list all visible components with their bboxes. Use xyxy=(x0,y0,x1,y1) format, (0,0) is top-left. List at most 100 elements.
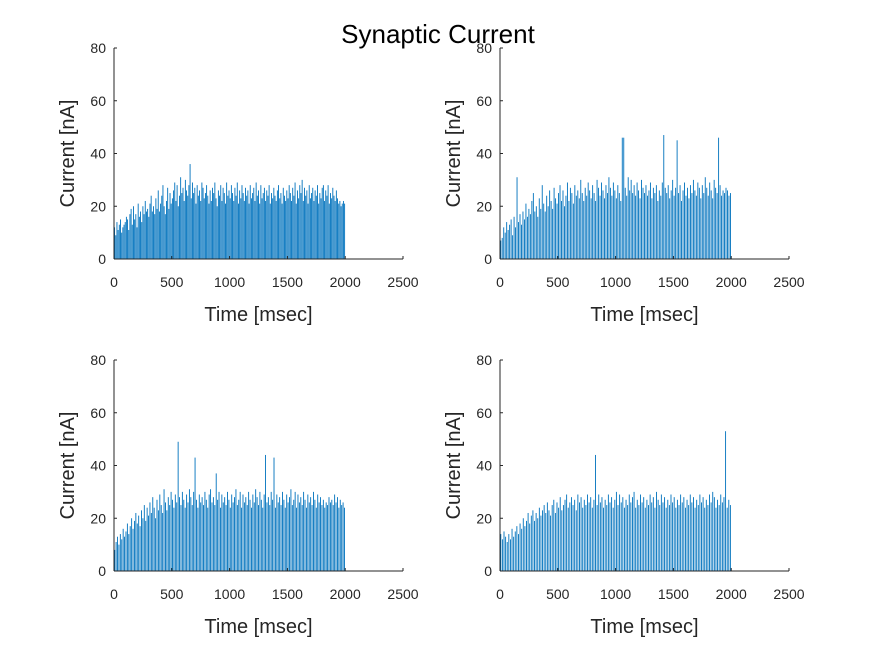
bar xyxy=(501,539,503,571)
bar xyxy=(676,140,678,259)
bar xyxy=(152,497,154,571)
bar xyxy=(651,502,653,571)
bar xyxy=(689,494,691,571)
bar xyxy=(142,518,144,571)
bar xyxy=(331,499,333,571)
bar xyxy=(170,491,172,572)
bar xyxy=(125,216,127,259)
bar xyxy=(311,193,313,259)
bar xyxy=(288,185,290,259)
bar xyxy=(559,497,561,571)
x-tick-label: 0 xyxy=(110,586,118,602)
bar xyxy=(141,510,142,571)
chart-panel-top-left: 0 20 40 60 80 0 500 1000 1500 2000 2500 Time [msec]… xyxy=(57,40,419,326)
bar xyxy=(303,491,305,572)
bar xyxy=(317,185,318,259)
bar xyxy=(206,185,208,259)
x-tick-label: 0 xyxy=(496,274,504,290)
bar xyxy=(566,182,568,259)
bar xyxy=(538,507,540,571)
bar xyxy=(196,185,198,259)
bar xyxy=(627,177,629,259)
bar xyxy=(274,507,276,571)
x-tick-label: 1500 xyxy=(272,274,303,290)
bar xyxy=(709,182,711,259)
bar xyxy=(197,507,199,571)
bar xyxy=(245,187,246,259)
bar xyxy=(649,182,651,259)
bar xyxy=(128,229,130,259)
bar xyxy=(286,494,288,571)
bar xyxy=(639,198,641,259)
bar xyxy=(640,494,641,571)
bar xyxy=(695,195,697,259)
bar xyxy=(129,214,131,259)
bar xyxy=(222,502,224,571)
bar xyxy=(208,203,210,259)
bar xyxy=(129,526,131,571)
bar xyxy=(277,502,279,571)
bar xyxy=(535,206,537,259)
bar xyxy=(190,497,192,571)
bar xyxy=(501,237,503,259)
bar xyxy=(670,494,672,571)
bar xyxy=(282,491,283,572)
bar xyxy=(652,187,654,259)
bar xyxy=(615,491,617,572)
bar xyxy=(238,203,239,259)
bar xyxy=(516,177,518,259)
bar xyxy=(165,502,166,571)
bar xyxy=(327,505,329,571)
bar xyxy=(338,203,340,259)
bar xyxy=(162,512,164,571)
bar xyxy=(173,190,175,259)
bar xyxy=(642,187,644,259)
bar xyxy=(280,505,282,571)
bar xyxy=(702,497,704,571)
bar xyxy=(299,185,301,259)
bar xyxy=(728,499,730,571)
bar xyxy=(157,510,159,571)
bar xyxy=(115,541,117,571)
bar xyxy=(263,187,265,259)
bar xyxy=(601,182,602,259)
bar xyxy=(196,499,197,571)
bar xyxy=(668,505,670,571)
bar xyxy=(716,193,718,259)
y-tick-label: 0 xyxy=(98,251,106,267)
bar xyxy=(233,200,235,259)
bar xyxy=(503,531,505,571)
bar xyxy=(633,185,635,259)
bar xyxy=(174,182,176,259)
bar xyxy=(607,494,609,571)
bar xyxy=(598,187,600,259)
bar xyxy=(140,211,141,259)
y-tick-label: 0 xyxy=(98,563,106,579)
bar xyxy=(212,187,213,259)
bar xyxy=(333,195,335,259)
bar xyxy=(546,195,548,259)
bar xyxy=(580,497,582,571)
bar xyxy=(314,499,316,571)
bar xyxy=(189,164,191,259)
bar xyxy=(219,195,221,259)
bar xyxy=(153,507,155,571)
bar xyxy=(135,512,137,571)
bar xyxy=(519,214,521,259)
bar xyxy=(304,499,306,571)
bar xyxy=(341,505,343,571)
bar xyxy=(296,190,298,259)
bar xyxy=(712,491,714,572)
bar xyxy=(133,520,135,571)
bar xyxy=(273,457,275,571)
x-tick-label: 500 xyxy=(546,586,570,602)
bar xyxy=(504,232,506,260)
bar xyxy=(578,198,580,259)
bar xyxy=(219,507,221,571)
bar xyxy=(241,185,243,259)
bar xyxy=(590,198,592,259)
bar xyxy=(232,502,234,571)
bar xyxy=(227,195,229,259)
bar xyxy=(654,193,656,259)
bar xyxy=(255,489,257,571)
